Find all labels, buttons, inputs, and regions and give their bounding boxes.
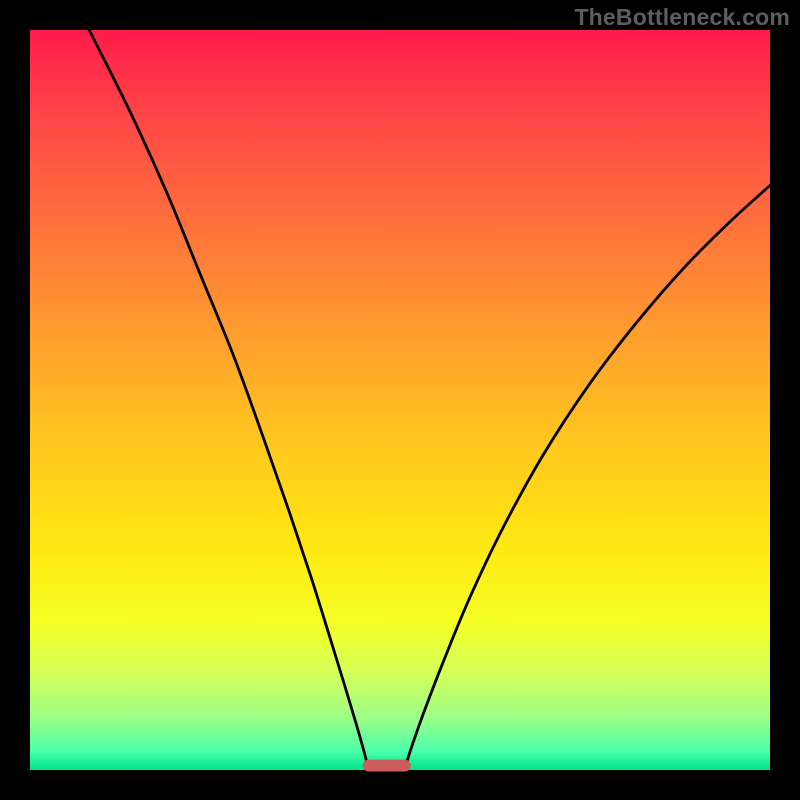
- valley-marker: [363, 760, 411, 772]
- chart-svg: [0, 0, 800, 800]
- chart-canvas: { "meta": { "watermark_text": "TheBottle…: [0, 0, 800, 800]
- plot-area: [30, 30, 770, 770]
- watermark-text: TheBottleneck.com: [574, 4, 790, 31]
